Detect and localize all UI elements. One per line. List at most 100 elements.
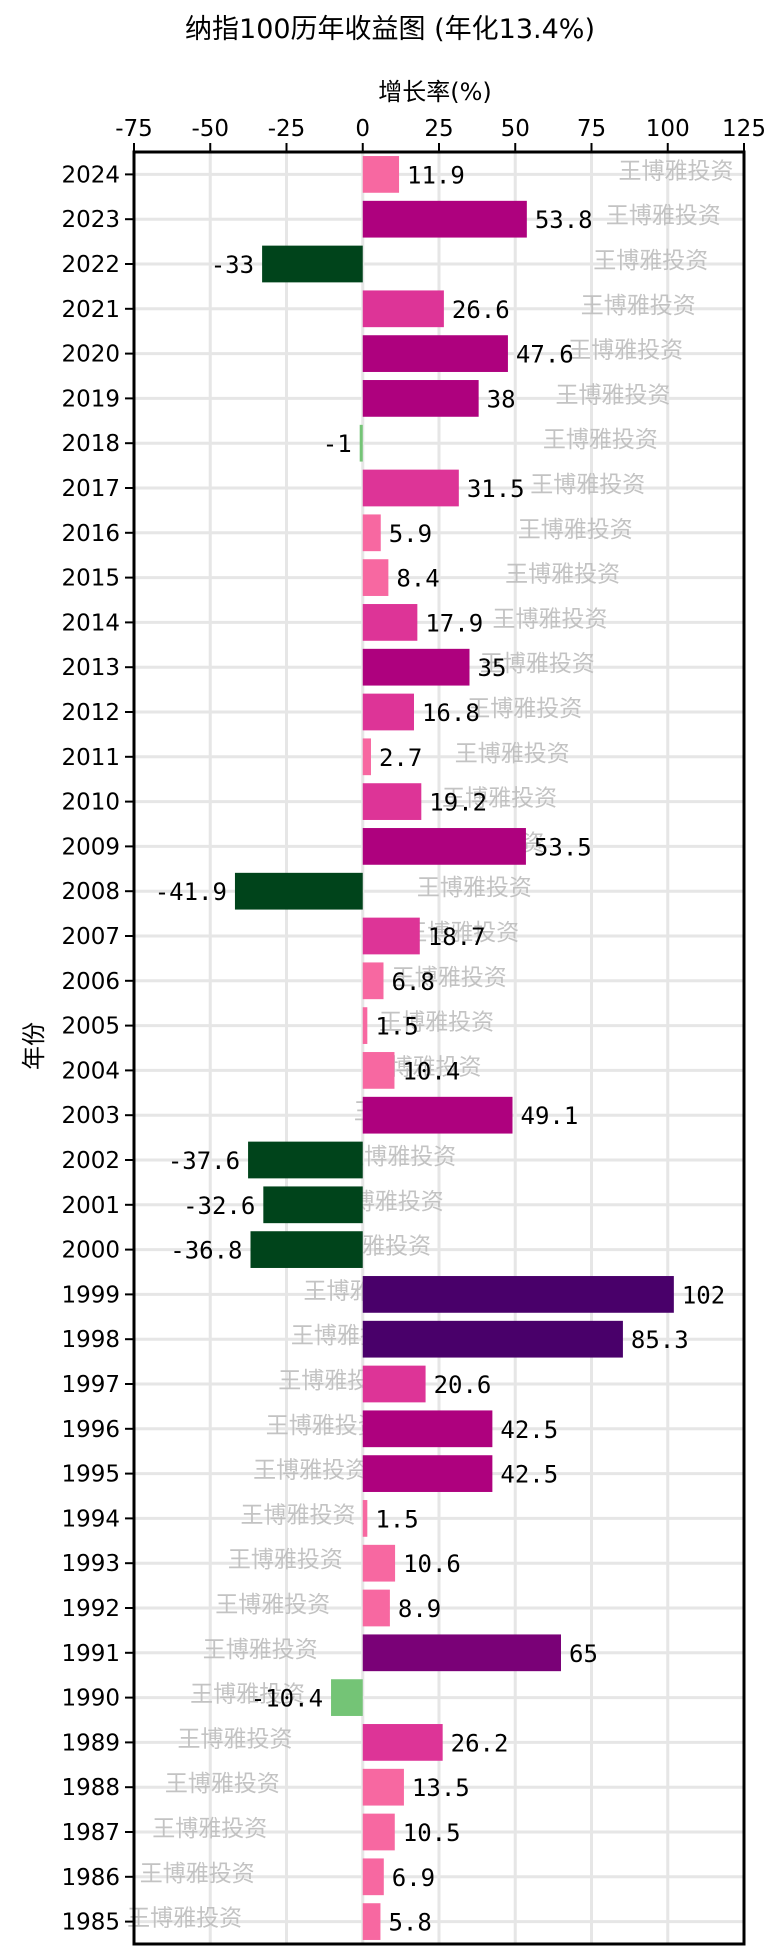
- y-tick-label: 2016: [61, 521, 120, 547]
- watermark-text: 王博雅投资: [467, 696, 582, 722]
- y-tick-label: 1989: [61, 1730, 120, 1756]
- y-tick-label: 2014: [61, 610, 120, 636]
- y-tick-label: 2003: [61, 1103, 120, 1129]
- watermark-text: 王博雅投资: [493, 606, 608, 632]
- bar-1993: [362, 1544, 396, 1582]
- watermark-text: 王博雅投资: [392, 965, 507, 991]
- watermark-text: 王博雅投资: [178, 1726, 293, 1752]
- bar-2014: [362, 604, 418, 641]
- value-label-2003: 49.1: [521, 1102, 579, 1130]
- y-axis-ticks: 2024 2023 2022 2021 2020 2019 2018 2017 2016 2015…: [61, 162, 134, 1936]
- y-tick-label: 2006: [61, 969, 120, 995]
- value-label-2016: 5.9: [389, 520, 432, 548]
- y-tick-label: 1985: [61, 1910, 120, 1936]
- bar-2023: [362, 200, 527, 238]
- y-axis-label: 年份: [20, 1022, 48, 1070]
- watermark-text: 王博雅投资: [152, 1816, 267, 1842]
- y-tick-label: 2002: [61, 1148, 120, 1174]
- watermark-text: 王博雅投资: [228, 1547, 343, 1573]
- y-tick-label: 2005: [61, 1014, 120, 1040]
- y-tick-label: 1997: [61, 1372, 120, 1398]
- bar-2024: [362, 156, 400, 193]
- y-tick-label: 2023: [61, 207, 120, 233]
- watermark-text: 王博雅投资: [568, 338, 683, 364]
- y-tick-label: 2012: [61, 700, 120, 726]
- chart-title: 纳指100历年收益图 (年化13.4%): [185, 14, 595, 45]
- watermark-text: 王博雅投资: [581, 293, 696, 319]
- bar-2008: [234, 872, 363, 910]
- value-label-1985: 5.8: [388, 1909, 431, 1937]
- value-label-2012: 16.8: [422, 699, 480, 727]
- bar-2013: [362, 648, 470, 686]
- y-tick-label: 2008: [61, 879, 120, 905]
- bar-2021: [362, 290, 444, 328]
- value-labels: 11.9 53.8 -33 26.647.638 -1 31.5 5.9 8.4 17.9 35 1…: [155, 161, 726, 1936]
- value-label-1990: -10.4: [251, 1685, 323, 1713]
- x-tick-label: 75: [577, 116, 606, 142]
- value-label-1989: 26.2: [451, 1729, 509, 1757]
- value-label-1994: 1.5: [375, 1505, 418, 1533]
- watermark-text: 王博雅投资: [543, 427, 658, 453]
- bar-2007: [362, 917, 420, 955]
- value-label-1993: 10.6: [403, 1550, 461, 1578]
- bar-2018: [359, 424, 363, 462]
- y-tick-label: 2004: [61, 1058, 120, 1084]
- value-label-1987: 10.5: [403, 1819, 461, 1847]
- x-axis-label: 增长率(%): [378, 78, 492, 106]
- watermark-text: 王博雅投资: [442, 786, 557, 812]
- watermark-text: 王博雅投资: [505, 562, 620, 588]
- bar-2004: [362, 1052, 395, 1089]
- bar-2000: [250, 1231, 363, 1268]
- bar-1987: [362, 1813, 395, 1851]
- value-label-2022: -33: [211, 251, 254, 279]
- bar-1989: [362, 1724, 443, 1761]
- bar-2003: [362, 1096, 513, 1134]
- y-tick-label: 2001: [61, 1193, 120, 1219]
- value-label-2018: -1: [323, 430, 352, 458]
- x-tick-label: 0: [355, 116, 370, 142]
- value-label-2014: 17.9: [425, 609, 483, 637]
- value-label-2002: -37.6: [168, 1147, 240, 1175]
- y-tick-label: 2013: [61, 655, 120, 681]
- watermark-text: 王博雅投资: [241, 1502, 356, 1528]
- value-label-2013: 35: [478, 654, 507, 682]
- x-tick-label: 25: [424, 116, 453, 142]
- grid-lines: [132, 152, 746, 1944]
- watermark-text: 王博雅投资: [215, 1592, 330, 1618]
- watermark-text: 王博雅投资: [455, 741, 570, 767]
- watermark-text: 王博雅投资: [518, 517, 633, 543]
- y-tick-label: 1986: [61, 1865, 120, 1891]
- watermark-text: 王博雅投资: [190, 1682, 305, 1708]
- value-label-1995: 42.5: [500, 1461, 558, 1489]
- x-axis-ticks: -75 -50 -25 0 25 50 75 100 125: [115, 116, 766, 152]
- bar-series: [234, 156, 674, 1940]
- bar-2015: [362, 559, 389, 596]
- watermark-text: 王博雅投资: [127, 1906, 242, 1932]
- value-label-2020: 47.6: [516, 341, 574, 369]
- watermark-text: 王博雅投资: [203, 1637, 318, 1663]
- bar-1995: [362, 1455, 493, 1492]
- watermark-text: 王博雅投资: [593, 248, 708, 274]
- value-label-2000: -36.8: [170, 1237, 242, 1265]
- value-label-2001: -32.6: [183, 1192, 255, 1220]
- watermark-text: 王博雅投资: [165, 1771, 280, 1797]
- bar-1999: [362, 1276, 674, 1313]
- bar-2012: [362, 693, 414, 731]
- watermark-text: 王博雅投资: [619, 158, 734, 184]
- value-label-2024: 11.9: [407, 161, 465, 189]
- value-label-1991: 65: [569, 1640, 598, 1668]
- value-label-2006: 6.8: [391, 968, 434, 996]
- y-tick-label: 2000: [61, 1238, 120, 1264]
- bar-2020: [362, 335, 508, 372]
- bar-1996: [362, 1410, 493, 1448]
- y-tick-label: 1991: [61, 1641, 120, 1667]
- y-tick-label: 1995: [61, 1462, 120, 1488]
- plot-frame: [132, 150, 746, 1946]
- value-label-2021: 26.6: [452, 296, 510, 324]
- bar-2017: [362, 469, 459, 507]
- y-tick-label: 2019: [61, 386, 120, 412]
- bar-1986: [362, 1858, 384, 1896]
- bar-2022: [262, 245, 363, 283]
- x-tick-label: 125: [722, 116, 766, 142]
- value-label-2019: 38: [487, 385, 516, 413]
